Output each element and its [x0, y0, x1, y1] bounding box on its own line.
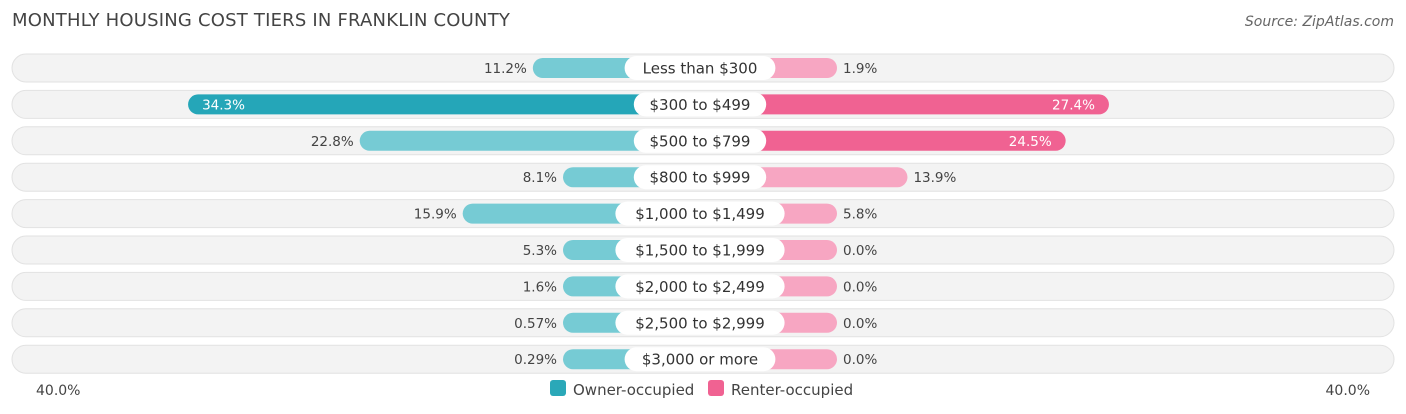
- category-label: $3,000 or more: [642, 351, 758, 369]
- category-pill: [633, 128, 767, 153]
- renter-value-label: 0.0%: [843, 316, 877, 332]
- owner-bar: [188, 94, 700, 115]
- owner-value-label: 0.29%: [514, 352, 557, 368]
- renter-value-label: 24.5%: [1009, 134, 1052, 150]
- category-label: $800 to $999: [650, 169, 751, 187]
- chart-title: MONTHLY HOUSING COST TIERS IN FRANKLIN C…: [12, 10, 511, 31]
- renter-value-label: 0.0%: [843, 352, 877, 368]
- axis-right-label: 40.0%: [1326, 383, 1370, 399]
- category-label: $1,000 to $1,499: [635, 205, 765, 223]
- renter-value-label: 0.0%: [843, 279, 877, 295]
- owner-value-label: 1.6%: [523, 279, 557, 295]
- owner-value-label: 5.3%: [523, 243, 557, 259]
- legend-label-renter: Renter-occupied: [731, 381, 853, 399]
- renter-bar: [700, 94, 1109, 115]
- renter-value-label: 27.4%: [1052, 97, 1095, 113]
- category-label: $2,000 to $2,499: [635, 278, 765, 296]
- category-label: $300 to $499: [650, 96, 751, 114]
- renter-value-label: 0.0%: [843, 243, 877, 259]
- axis-left-label: 40.0%: [36, 383, 80, 399]
- category-pill: [615, 310, 785, 335]
- category-label: $1,500 to $1,999: [635, 242, 765, 260]
- owner-value-label: 11.2%: [484, 61, 527, 77]
- category-pill: [624, 347, 776, 372]
- category-pill: [624, 56, 776, 80]
- legend-swatch-renter: [708, 380, 724, 396]
- owner-value-label: 22.8%: [311, 134, 354, 150]
- category-label: $2,500 to $2,999: [635, 314, 765, 332]
- category-label: Less than $300: [643, 60, 758, 78]
- category-pill: [633, 92, 767, 117]
- legend-swatch-owner: [550, 380, 566, 396]
- owner-value-label: 0.57%: [514, 316, 557, 332]
- legend-label-owner: Owner-occupied: [573, 381, 694, 399]
- owner-value-label: 15.9%: [414, 207, 457, 223]
- owner-value-label: 8.1%: [523, 170, 557, 186]
- category-pill: [615, 274, 785, 299]
- chart-source: Source: ZipAtlas.com: [1244, 14, 1394, 30]
- category-pill: [615, 201, 785, 226]
- owner-bar: [359, 130, 700, 151]
- owner-value-label: 34.3%: [202, 97, 245, 113]
- category-label: $500 to $799: [650, 132, 751, 150]
- category-pill: [615, 238, 785, 262]
- renter-value-label: 5.8%: [843, 207, 877, 223]
- renter-bar: [700, 130, 1066, 151]
- renter-value-label: 13.9%: [913, 170, 956, 186]
- category-pill: [633, 165, 767, 190]
- renter-value-label: 1.9%: [843, 61, 877, 77]
